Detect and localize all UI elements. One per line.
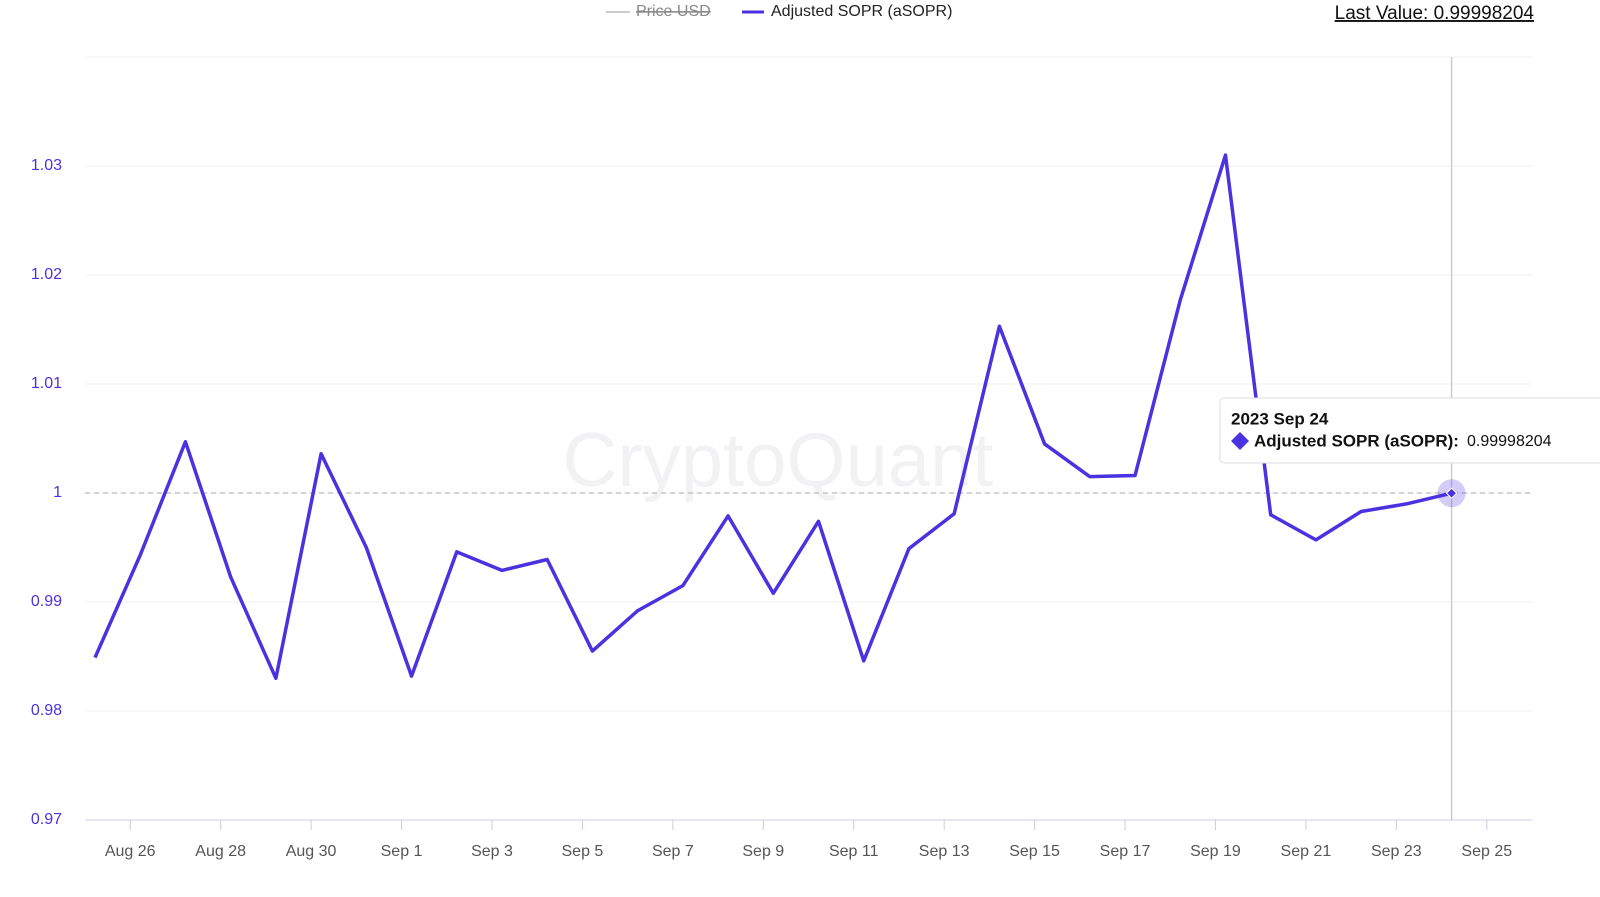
tooltip-value: 0.99998204 <box>1467 433 1552 450</box>
y-tick-label: 0.97 <box>31 811 62 828</box>
y-tick-label: 0.99 <box>31 593 62 610</box>
x-tick-label: Sep 17 <box>1100 843 1151 860</box>
x-tick-label: Sep 25 <box>1461 843 1512 860</box>
x-tick-label: Sep 3 <box>471 843 513 860</box>
y-tick-label: 1.01 <box>31 375 62 392</box>
x-tick-label: Aug 28 <box>195 843 246 860</box>
y-tick-label: 1.03 <box>31 157 62 174</box>
hover-point <box>1445 487 1458 499</box>
x-tick-label: Sep 13 <box>919 843 970 860</box>
x-tick-label: Sep 15 <box>1009 843 1060 860</box>
x-tick-label: Sep 23 <box>1371 843 1422 860</box>
x-tick-label: Aug 26 <box>105 843 156 860</box>
legend-label[interactable]: Price USD <box>636 3 711 20</box>
x-tick-label: Sep 19 <box>1190 843 1241 860</box>
y-tick-label: 0.98 <box>31 702 62 719</box>
last-value[interactable]: Last Value: 0.99998204 <box>1335 3 1535 24</box>
series-line <box>93 153 1452 681</box>
y-tick-label: 1.02 <box>31 266 62 283</box>
x-tick-label: Aug 30 <box>286 843 337 860</box>
tooltip-box <box>1219 397 1600 464</box>
x-tick-label: Sep 21 <box>1281 843 1332 860</box>
x-tick-label: Sep 9 <box>742 843 784 860</box>
x-tick-label: Sep 5 <box>562 843 604 860</box>
legend-label[interactable]: Adjusted SOPR (aSOPR) <box>771 3 952 20</box>
x-tick-label: Sep 7 <box>652 843 694 860</box>
watermark: CryptoQuant <box>563 418 994 503</box>
tooltip: 2023 Sep 24 Adjusted SOPR (aSOPR): 0.99998… <box>1219 397 1600 464</box>
tooltip-title: 2023 Sep 24 <box>1231 409 1329 428</box>
y-tick-label: 1 <box>53 484 62 501</box>
x-tick-label: Sep 1 <box>381 843 423 860</box>
x-tick-label: Sep 11 <box>829 843 879 860</box>
tooltip-icon <box>1231 432 1249 450</box>
tooltip-label: Adjusted SOPR (aSOPR): <box>1254 431 1459 450</box>
